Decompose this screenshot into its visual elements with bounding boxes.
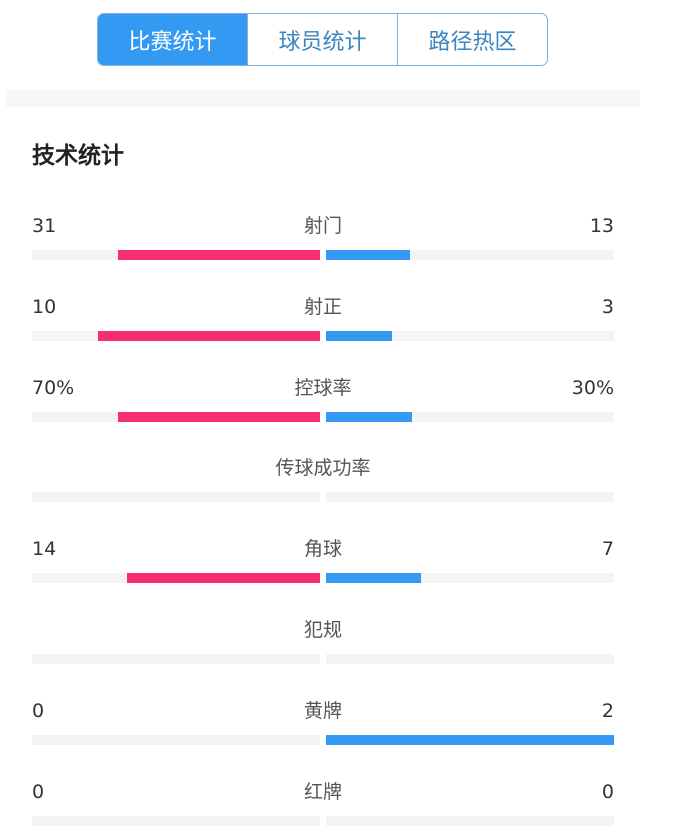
- away-bar-track: [326, 815, 614, 826]
- stat-label: 黄牌: [303, 699, 342, 722]
- tab-match-stats[interactable]: 比赛统计: [98, 14, 247, 65]
- home-bar-track: [32, 411, 320, 422]
- section-title: 技术统计: [32, 143, 124, 169]
- stats-tab-bar: 比赛统计 球员统计 路径热区: [97, 13, 548, 66]
- away-bar-track: [326, 654, 614, 664]
- stat-row: 14 角球 7: [32, 537, 614, 597]
- away-value: 2: [601, 699, 614, 722]
- away-bar-fill: [326, 330, 393, 341]
- stat-label: 射门: [303, 215, 342, 237]
- tab-player-stats[interactable]: 球员统计: [247, 14, 397, 65]
- stat-label: 红牌: [303, 780, 342, 803]
- away-bar-track: [326, 330, 614, 341]
- stat-row: 0 红牌 0: [32, 780, 614, 840]
- section-divider: [6, 90, 640, 107]
- stat-label: 传球成功率: [275, 457, 371, 480]
- home-bar-track: [32, 654, 320, 664]
- away-value: 13: [589, 215, 614, 237]
- home-bar-track: [32, 250, 320, 260]
- away-bar-track: [326, 411, 614, 422]
- away-value: 0: [601, 780, 614, 803]
- stat-label: 射正: [303, 295, 342, 318]
- stat-row: 10 射正 3: [32, 295, 614, 355]
- home-bar-track: [32, 573, 320, 584]
- home-bar-track: [32, 330, 320, 341]
- stat-label: 角球: [303, 538, 342, 561]
- home-bar-fill: [127, 573, 320, 584]
- tab-heatmap[interactable]: 路径热区: [397, 14, 547, 65]
- home-value: 70%: [32, 376, 75, 399]
- away-bar-track: [326, 734, 614, 745]
- home-bar-track: [32, 734, 320, 745]
- away-bar-track: [326, 492, 614, 503]
- home-value: 0: [32, 699, 45, 722]
- home-bar-fill: [118, 411, 320, 422]
- stat-label: 犯规: [303, 619, 342, 641]
- away-value: 3: [601, 295, 614, 318]
- stat-row: 犯规: [32, 618, 614, 678]
- away-bar-fill: [326, 573, 422, 584]
- home-value: 31: [32, 215, 57, 237]
- away-value: 30%: [571, 376, 614, 399]
- home-bar-track: [32, 815, 320, 826]
- away-bar-fill: [326, 250, 410, 260]
- home-value: 10: [32, 295, 57, 318]
- stat-label: 控球率: [294, 376, 352, 399]
- home-value: 0: [32, 780, 45, 803]
- home-bar-track: [32, 492, 320, 503]
- home-value: 14: [32, 538, 57, 561]
- stat-row: 0 黄牌 2: [32, 699, 614, 759]
- stat-row: 70% 控球率 30%: [32, 376, 614, 436]
- stat-row: 传球成功率: [32, 456, 614, 516]
- home-bar-fill: [98, 330, 320, 341]
- away-bar-fill: [326, 411, 413, 422]
- away-value: 7: [601, 538, 614, 561]
- stat-row: 31 射门 13: [32, 214, 614, 274]
- away-bar-track: [326, 250, 614, 260]
- away-bar-fill: [326, 734, 614, 745]
- away-bar-track: [326, 573, 614, 584]
- home-bar-fill: [118, 250, 320, 260]
